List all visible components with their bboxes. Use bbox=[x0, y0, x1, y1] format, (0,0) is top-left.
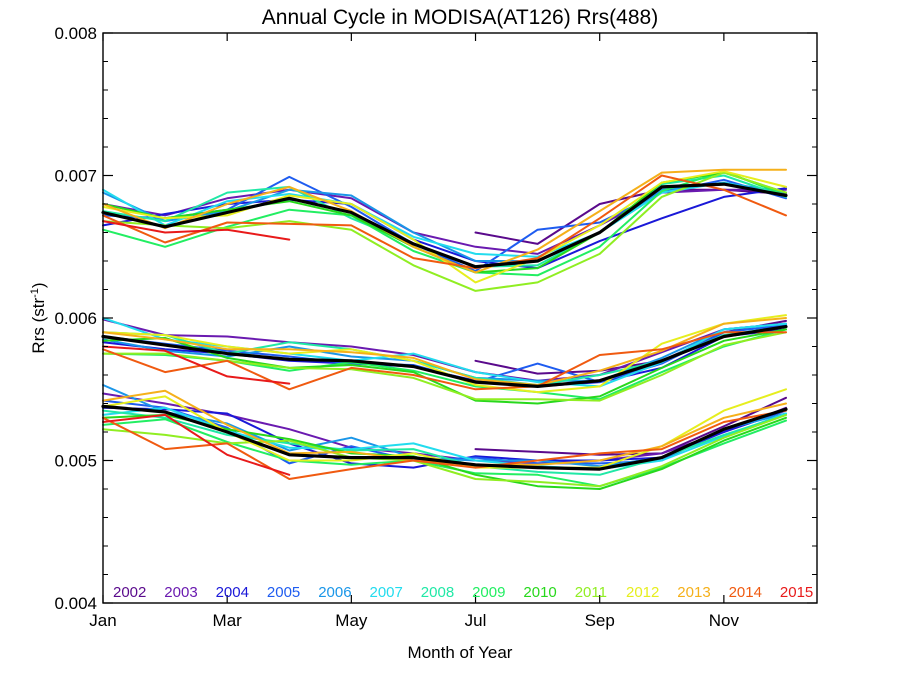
series-line-2013-upper bbox=[102, 168, 787, 274]
legend-item-2005: 2005 bbox=[267, 584, 300, 601]
series-line-2015-middle bbox=[102, 345, 291, 385]
y-axis: 0.004 0.005 0.006 0.007 0.008 bbox=[54, 24, 817, 613]
x-tick-label: Mar bbox=[213, 611, 243, 630]
series-line-2011-upper bbox=[102, 171, 787, 292]
legend-item-2002: 2002 bbox=[113, 584, 146, 601]
plot-frame bbox=[102, 32, 818, 604]
series-line-2014-middle bbox=[102, 331, 787, 391]
mean-line-middle bbox=[101, 325, 788, 388]
series-line-2003-upper bbox=[102, 188, 787, 255]
y-tick-label: 0.007 bbox=[54, 167, 97, 186]
x-tick-label: May bbox=[335, 611, 368, 630]
series-line-2011-middle bbox=[102, 331, 787, 402]
legend-item-2011: 2011 bbox=[575, 584, 607, 601]
y-axis-label-close: ) bbox=[29, 282, 48, 288]
mean-line-lower bbox=[101, 404, 788, 471]
series-line-2010-middle bbox=[102, 328, 787, 405]
legend-item-2007: 2007 bbox=[370, 584, 403, 601]
series-line-2015-upper bbox=[102, 220, 291, 241]
x-tick-label: Nov bbox=[709, 611, 740, 630]
legend-item-2003: 2003 bbox=[164, 584, 197, 601]
series-line-2014-upper bbox=[102, 174, 787, 270]
x-tick-label: Jul bbox=[465, 611, 487, 630]
y-tick-label: 0.005 bbox=[54, 452, 97, 471]
legend-item-2008: 2008 bbox=[421, 584, 454, 601]
legend-item-2012: 2012 bbox=[626, 584, 659, 601]
x-tick-label: Sep bbox=[585, 611, 615, 630]
x-axis: Jan Mar May Jul Sep Nov bbox=[89, 33, 739, 630]
legend-item-2009: 2009 bbox=[472, 584, 505, 601]
y-axis-label-superscript: -1 bbox=[29, 288, 41, 298]
x-axis-label: Month of Year bbox=[408, 643, 513, 662]
series-line-2006-upper bbox=[102, 181, 787, 262]
series-lines bbox=[101, 168, 788, 490]
x-tick-label: Jan bbox=[89, 611, 116, 630]
mean-line-upper bbox=[101, 182, 788, 269]
y-axis-label: Rrs (str-1) bbox=[29, 282, 48, 353]
legend-item-2015: 2015 bbox=[780, 584, 813, 601]
series-line-2014-lower bbox=[102, 409, 787, 480]
series-line-2015-lower bbox=[102, 413, 291, 476]
legend-item-2004: 2004 bbox=[216, 584, 249, 601]
legend-item-2014: 2014 bbox=[729, 584, 762, 601]
y-axis-label-main: Rrs (str bbox=[29, 298, 48, 354]
legend-item-2006: 2006 bbox=[318, 584, 351, 601]
legend-item-2010: 2010 bbox=[523, 584, 556, 601]
series-line-2011-lower bbox=[102, 413, 787, 488]
y-tick-label: 0.008 bbox=[54, 24, 97, 43]
series-line-2007-upper bbox=[102, 181, 787, 258]
legend-item-2013: 2013 bbox=[677, 584, 710, 601]
chart-title: Annual Cycle in MODISA(AT126) Rrs(488) bbox=[262, 6, 658, 29]
series-line-2013-lower bbox=[102, 389, 787, 466]
y-tick-label: 0.006 bbox=[54, 309, 97, 328]
legend: 2002 2003 2004 2005 2006 2007 2008 2009 2010 2011… bbox=[113, 584, 813, 601]
y-tick-label: 0.004 bbox=[54, 594, 97, 613]
